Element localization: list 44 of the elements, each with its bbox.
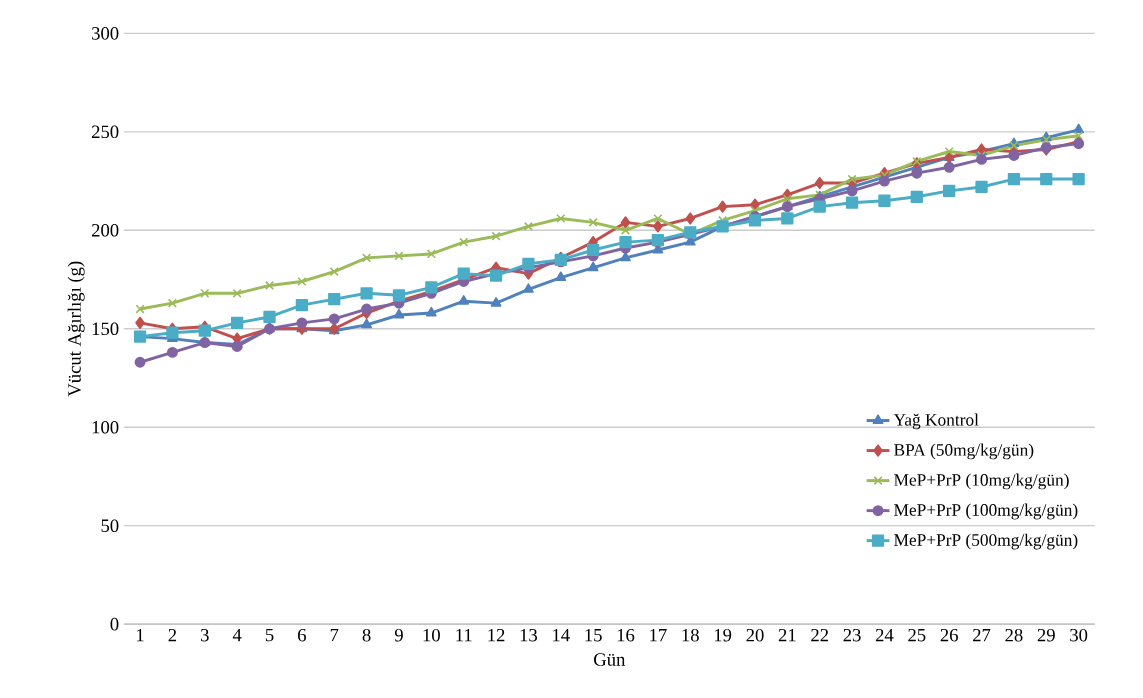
x-tick-label: 4 [232, 629, 242, 642]
x-tick-label: 9 [394, 629, 403, 642]
x-tick-label: 11 [456, 629, 472, 642]
y-tick-label: 250 [91, 125, 119, 139]
x-tick-label: 16 [617, 629, 635, 642]
x-tick-label: 26 [940, 629, 958, 642]
x-tick-label: 5 [265, 629, 274, 642]
x-tick-label: 21 [778, 629, 796, 642]
x-tick-label: 28 [1005, 629, 1023, 642]
y-axis-title: Vücut Ağırlığı (g) [67, 261, 85, 397]
x-tick-label: 30 [1070, 629, 1088, 642]
x-tick-label: 13 [520, 629, 538, 642]
y-tick-label: 200 [91, 224, 119, 237]
x-tick-label: 17 [650, 629, 667, 642]
legend-label: MeP+PrP (10mg/kg/gün) [894, 473, 1069, 490]
x-tick-label: 2 [168, 629, 177, 642]
x-tick-label: 18 [682, 629, 699, 642]
x-tick-label: 7 [330, 629, 339, 642]
x-tick-label: 20 [746, 629, 764, 642]
x-axis-title: Gün [594, 653, 626, 667]
x-tick-label: 15 [585, 629, 602, 642]
x-tick-label: 29 [1037, 629, 1055, 642]
y-tick-label: 0 [110, 618, 119, 631]
y-tick-label: 150 [92, 322, 119, 336]
x-tick-label: 27 [973, 629, 991, 642]
y-tick-label: 50 [101, 519, 119, 533]
x-tick-label: 1 [137, 629, 144, 642]
x-tick-label: 25 [908, 629, 926, 642]
x-tick-label: 24 [875, 629, 894, 642]
x-tick-label: 8 [362, 629, 371, 642]
x-tick-label: 10 [423, 629, 440, 642]
x-tick-label: 6 [298, 629, 306, 642]
x-tick-label: 19 [714, 629, 732, 642]
x-tick-label: 12 [488, 629, 505, 642]
y-tick-label: 300 [92, 27, 119, 40]
x-tick-label: 23 [843, 629, 861, 642]
legend-label: Yağ Kontrol [893, 413, 979, 430]
legend-label: BPA (50mg/kg/gün) [894, 443, 1034, 460]
y-tick-label: 100 [92, 421, 119, 434]
x-tick-label: 22 [811, 629, 829, 642]
x-tick-label: 3 [201, 629, 209, 642]
x-tick-label: 14 [553, 629, 570, 642]
legend-label: MeP+PrP (500mg/kg/gün) [894, 533, 1078, 550]
legend-label: MeP+PrP (100mg/kg/gün) [894, 503, 1078, 520]
